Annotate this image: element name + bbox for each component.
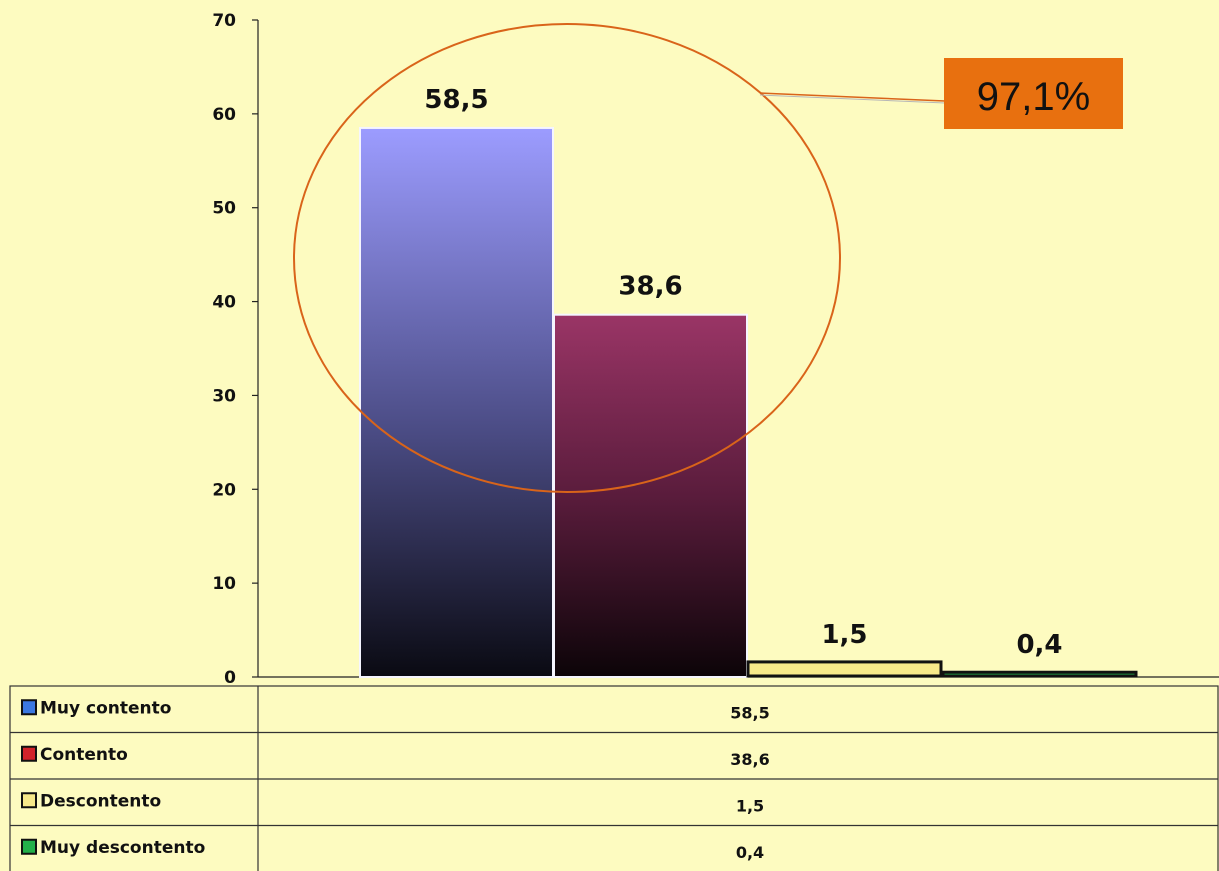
annotation: 97,1% (293, 23, 1123, 493)
data-label: 38,6 (618, 272, 682, 302)
highlight-ellipse (293, 23, 841, 493)
data-label: 0,4 (1016, 630, 1062, 660)
legend-label: Muy contento (40, 698, 171, 718)
y-tick-label: 50 (212, 199, 236, 219)
callout-box (944, 58, 1123, 129)
legend-label: Contento (40, 745, 128, 765)
data-label: 1,5 (821, 620, 867, 650)
table-value: 0,4 (736, 843, 764, 862)
y-tick-label: 20 (212, 480, 236, 500)
data-label: 58,5 (424, 85, 488, 115)
callout-text: 97,1% (977, 75, 1090, 119)
legend-swatch (21, 792, 37, 809)
callout-connector-shadow (759, 94, 946, 104)
table-value: 1,5 (736, 796, 764, 815)
data-table: Muy contento 58,5 Contento 38,6 Descontento 1… (9, 685, 1219, 871)
y-tick-label: 70 (212, 11, 236, 31)
table-value: 58,5 (730, 703, 769, 722)
bar-muy-descontento (941, 670, 1138, 678)
table-value: 38,6 (730, 750, 769, 769)
data-labels: 58,5 38,6 1,5 0,4 (424, 85, 1062, 660)
bar-descontento (746, 660, 943, 678)
y-tick-label: 60 (212, 105, 236, 125)
y-tick-label: 30 (212, 386, 236, 406)
legend-label: Muy descontento (40, 838, 205, 858)
legend-swatch (21, 745, 37, 762)
y-tick-label: 10 (212, 574, 236, 594)
callout-connector (759, 92, 946, 102)
y-tick-label: 40 (212, 293, 236, 313)
legend-swatch (21, 699, 37, 716)
legend-label: Descontento (40, 791, 161, 811)
bar-contento (553, 313, 748, 678)
bars (359, 126, 1138, 678)
legend-swatch (21, 838, 37, 855)
bar-muy-contento (359, 126, 554, 678)
y-tick-label: 0 (224, 668, 236, 688)
